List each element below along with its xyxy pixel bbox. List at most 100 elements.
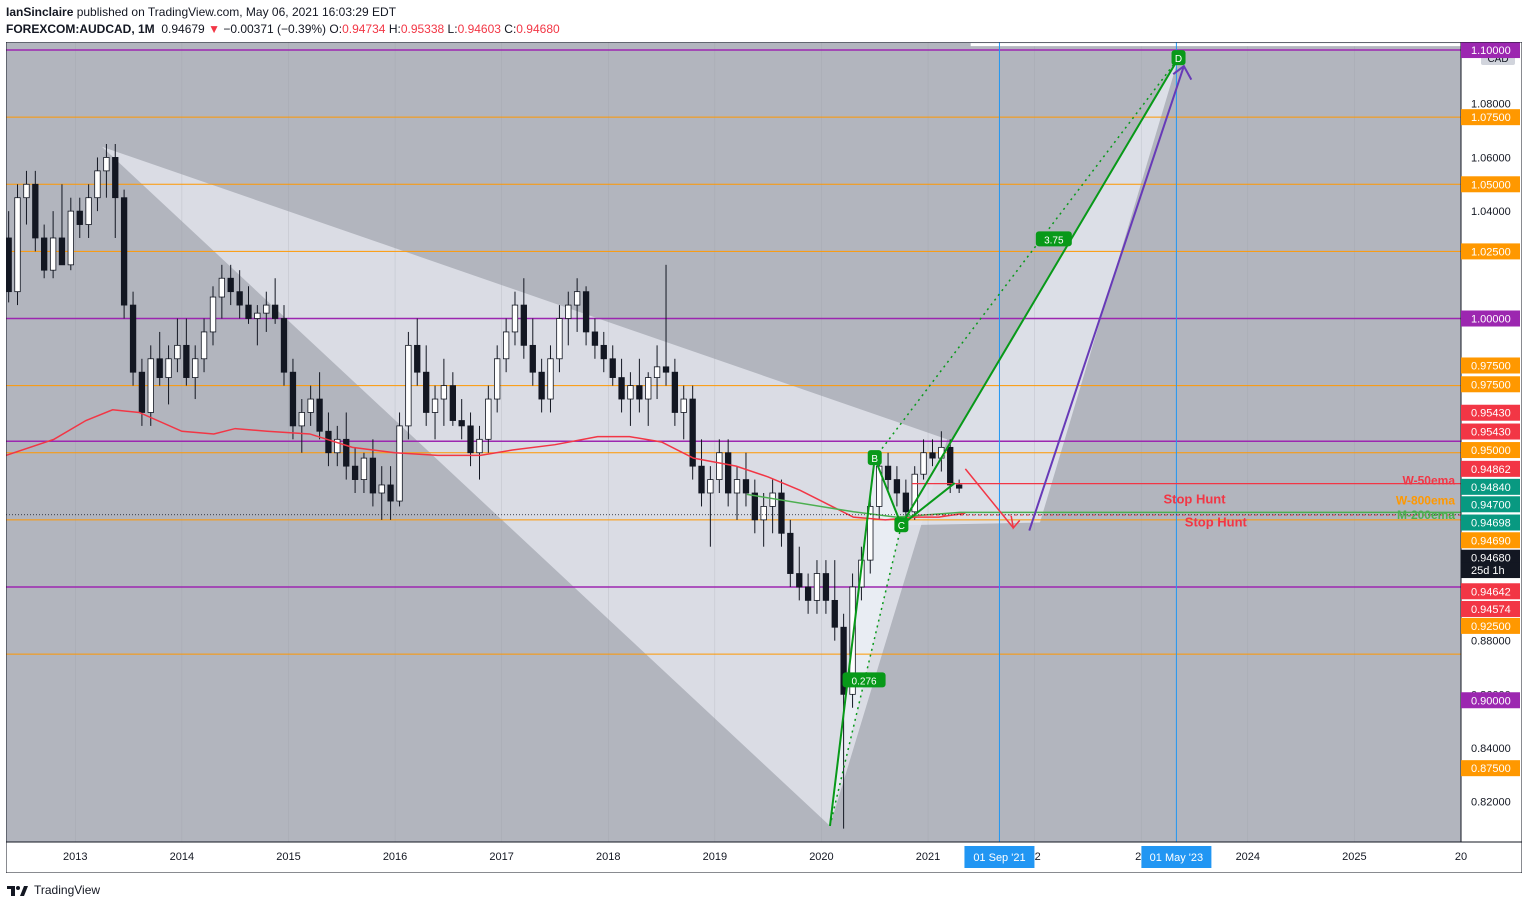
candle-down <box>725 452 732 494</box>
price-badge <box>1461 692 1520 709</box>
date-marker-badge <box>1141 846 1212 868</box>
down-arrow-icon: ▼ <box>208 22 220 36</box>
fib-ratio-label: 0.276 <box>852 676 877 687</box>
candle-down <box>787 532 794 574</box>
close-value: 0.94680 <box>516 22 560 36</box>
candle-down <box>956 484 963 489</box>
candle-up <box>14 197 21 293</box>
candle-down <box>156 358 163 378</box>
candle-up <box>565 304 572 319</box>
footer: TradingView <box>6 880 100 900</box>
candle-up <box>733 479 741 494</box>
pattern-bc-line <box>900 482 956 527</box>
candle-up <box>67 210 74 266</box>
price-badge-label: 0.94840 <box>1471 482 1511 494</box>
purple-arrow-line <box>1028 65 1185 531</box>
candle-up <box>49 237 57 271</box>
price-badge <box>1461 478 1520 495</box>
candle-down <box>369 457 377 494</box>
price-badge <box>1461 423 1520 440</box>
candle-up <box>440 385 448 400</box>
x-tick-label: 2021 <box>916 851 940 863</box>
tradingview-brand[interactable]: TradingView <box>34 883 101 897</box>
symbol-name[interactable]: FOREXCOM:AUDCAD, 1M <box>6 22 155 36</box>
fib-ratio-label: 3.75 <box>1044 235 1064 246</box>
candle-down <box>822 573 830 601</box>
price-badge <box>1461 357 1520 374</box>
candle-up <box>23 183 30 199</box>
price-badge-label: 1.07500 <box>1471 112 1511 124</box>
high-value: 0.95338 <box>400 22 445 36</box>
currency-badge-label: CAD <box>1487 54 1508 65</box>
price-badge-label: 1.05000 <box>1471 179 1511 191</box>
y-tick-label: 0.88000 <box>1471 636 1511 648</box>
candle-up <box>502 331 510 360</box>
candle-up <box>431 398 439 413</box>
price-badge-label: 1.02500 <box>1471 246 1511 258</box>
fib-ratio-badge <box>842 672 886 688</box>
candle-up <box>573 291 581 306</box>
candle-down <box>902 492 910 513</box>
price-badge-label: 1.10000 <box>1471 45 1511 57</box>
publish-info: published on TradingView.com, May 06, 20… <box>73 5 397 19</box>
candle-down <box>893 479 901 494</box>
author-name[interactable]: IanSinclaire <box>6 5 74 19</box>
candle-up <box>556 318 563 360</box>
date-marker-label: 01 May '23 <box>1150 852 1203 864</box>
candle-down <box>636 385 643 400</box>
y-tick-label: 1.06000 <box>1471 152 1511 164</box>
candle-up <box>94 170 101 199</box>
price-badge-label: 0.94574 <box>1471 604 1511 616</box>
candle-down <box>280 318 288 373</box>
open-label: O: <box>329 22 343 36</box>
pattern-point-label: D <box>1175 54 1182 65</box>
y-tick-label: 1.04000 <box>1471 206 1511 218</box>
candle-down <box>41 237 48 271</box>
candle-up <box>680 398 687 413</box>
candle-up <box>263 304 270 314</box>
chart-area[interactable]: B C D 3.75 0.276 W-50ema W-800ema M-200ema Stop … <box>5 36 1523 874</box>
ema-label: W-800ema <box>1396 494 1455 508</box>
price-badge <box>1461 42 1520 59</box>
candle-up <box>334 438 341 454</box>
price-badge-label: 0.95430 <box>1471 427 1511 439</box>
m200ema-line <box>746 493 1461 518</box>
candle-up <box>209 296 217 333</box>
candle-down <box>227 277 234 293</box>
candle-down <box>32 183 39 239</box>
candle-down <box>947 446 954 486</box>
price-badge-label: 25d 1h <box>1471 565 1505 577</box>
price-badge-label: 0.94862 <box>1471 464 1511 476</box>
candle-up <box>174 344 181 360</box>
candle-up <box>813 573 821 601</box>
publisher-line: IanSinclaire published on TradingView.co… <box>6 5 396 19</box>
candle-down <box>467 425 474 454</box>
pattern-point-label: B <box>871 454 878 465</box>
candle-up <box>627 385 634 400</box>
price-badge-label: 0.94698 <box>1471 518 1511 530</box>
candle-down <box>449 385 456 421</box>
x-tick-label: 2025 <box>1342 851 1366 863</box>
candle-up <box>85 197 92 225</box>
x-tick-label: 2017 <box>489 851 513 863</box>
candle-down <box>120 197 128 306</box>
candle-up <box>405 344 412 427</box>
date-marker-badge <box>964 846 1035 868</box>
candle-up <box>298 412 305 427</box>
candle-up <box>360 457 368 480</box>
candle-down <box>325 430 332 454</box>
harmonic-pattern-line <box>828 57 1180 827</box>
tradingview-logo-icon[interactable] <box>6 883 28 897</box>
candle-up <box>378 484 385 494</box>
open-value: 0.94734 <box>342 22 386 36</box>
price-badge-label: 0.95000 <box>1471 445 1511 457</box>
x-tick-label: 2014 <box>170 851 194 863</box>
price-badge-label: 0.92500 <box>1471 621 1511 633</box>
pattern-point-badge <box>1171 50 1186 66</box>
x-tick-label: 2013 <box>63 851 87 863</box>
price-badge <box>1461 496 1520 513</box>
price-badge <box>1461 760 1520 777</box>
candle-down <box>520 304 527 346</box>
candle-up <box>254 312 261 319</box>
